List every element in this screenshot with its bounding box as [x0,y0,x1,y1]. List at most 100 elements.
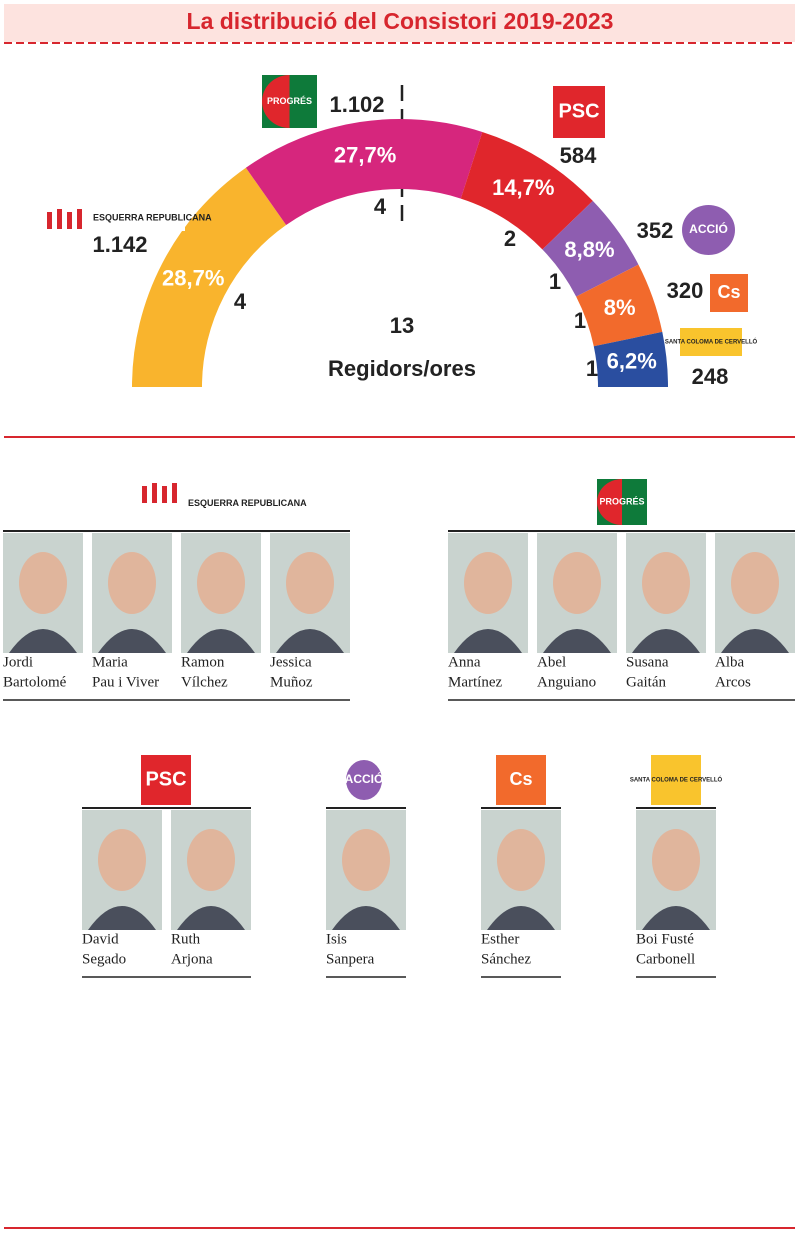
photo-body [98,629,166,653]
photo-body [454,629,522,653]
member-name: Muñoz [270,674,313,690]
percent-label: 8% [604,295,636,320]
percent-label: 14,7% [492,175,554,200]
member-name: Bartolomé [3,674,67,690]
party-logo-text: PROGRÉS [599,496,644,506]
party-logo-text: Cs [509,769,532,789]
seat-count: 1 [586,356,598,381]
member-name: Segado [82,951,126,967]
party-logo-text: SANTA COLOMA DE CERVELLÓ [630,776,723,784]
member-name: Jordi [3,654,33,670]
photo-face [652,829,700,891]
logo-bar [47,212,52,229]
vote-count: 1.102 [329,92,384,117]
member-name: Jessica [270,654,312,670]
photo-face [197,552,245,614]
logo-bar [162,486,167,503]
member-name: Gaitán [626,674,666,690]
member-name: Arcos [715,674,751,690]
photo-body [543,629,611,653]
member-name: Anna [448,654,481,670]
logo-mark [597,479,622,525]
seat-count: 4 [234,289,247,314]
member-name: Sanpera [326,951,375,967]
member-name: Vílchez [181,674,228,690]
arc-segment [460,131,593,250]
logo-bar [77,209,82,229]
photo-face [464,552,512,614]
header-band [4,4,795,42]
party-logo [496,755,546,805]
title: La distribució del Consistori 2019-2023 [187,8,614,34]
seat-count: 4 [374,194,387,219]
photo-face [98,829,146,891]
vote-count: 584 [560,143,597,168]
member-name: Abel [537,654,566,670]
party-logo-text: ESQUERRA REPUBLICANA [188,498,307,508]
percent-label: 6,2% [607,349,657,374]
member-name: Anguiano [537,674,596,690]
party-logo-text: SANTA COLOMA DE CERVELLÓ [665,338,758,346]
logo-bar [152,483,157,503]
arc-segment [576,264,663,347]
vote-count: 320 [667,278,704,303]
logo-bar [67,212,72,229]
arc-segment [593,331,668,387]
photo-body [642,906,710,930]
member-name: Alba [715,654,745,670]
photo-face [108,552,156,614]
party-logo [710,274,748,312]
photo-body [721,629,789,653]
member-name: Martínez [448,674,502,690]
member-name: Boi Fusté [636,931,694,947]
photo-body [487,906,555,930]
vote-count: 1.142 [92,232,147,257]
total-seats: 13 [390,313,414,338]
party-logo-text: ACCIÓ [689,221,728,236]
party-logo [680,328,742,356]
member-name: Carbonell [636,951,695,967]
photo-face [187,829,235,891]
party-logo [141,755,191,805]
party-logo [346,760,382,800]
member-name: Susana [626,654,669,670]
total-label: Regidors/ores [328,356,476,381]
logo-bar [142,486,147,503]
logo-bar [57,209,62,229]
member-name: Arjona [171,951,213,967]
photo-body [177,906,245,930]
seat-count: 2 [504,226,516,251]
arc-segment [542,200,639,297]
member-name: Isis [326,931,347,947]
percent-label: 27,7% [334,142,396,167]
photo-body [632,629,700,653]
vote-count: 248 [692,364,729,389]
photo-body [88,906,156,930]
photo-face [286,552,334,614]
party-logo [651,755,701,805]
photo-face [19,552,67,614]
photo-face [553,552,601,614]
party-logo-text: PSC [145,768,186,790]
member-name: Sánchez [481,951,531,967]
logo-bar [172,483,177,503]
photo-body [9,629,77,653]
arc-segment [245,118,483,226]
member-name: David [82,931,119,947]
logo-mark [262,75,290,128]
member-name: Ruth [171,931,201,947]
photo-body [332,906,400,930]
party-logo-text: ACCIÓ [345,771,384,786]
photo-face [497,829,545,891]
photo-body [276,629,344,653]
percent-label: 28,7% [162,265,224,290]
photo-face [642,552,690,614]
arc-segment [132,167,287,387]
member-name: Ramon [181,654,225,670]
seat-count: 1 [549,269,561,294]
party-logo-text: PSC [558,100,599,122]
member-name: Pau i Viver [92,674,159,690]
photo-face [731,552,779,614]
member-name: Maria [92,654,128,670]
